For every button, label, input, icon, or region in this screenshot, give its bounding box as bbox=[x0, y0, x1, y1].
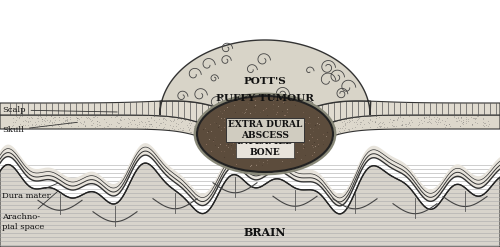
Text: POTT'S: POTT'S bbox=[244, 77, 286, 86]
Text: Scalp: Scalp bbox=[2, 106, 117, 114]
Polygon shape bbox=[0, 101, 500, 147]
Text: BRAIN: BRAIN bbox=[244, 226, 286, 238]
Text: Dura mater: Dura mater bbox=[2, 183, 58, 200]
Text: PUFFY TUMOUR: PUFFY TUMOUR bbox=[216, 94, 314, 103]
Polygon shape bbox=[160, 40, 370, 120]
Text: EXTRA DURAL
ABSCESS: EXTRA DURAL ABSCESS bbox=[228, 120, 302, 140]
Polygon shape bbox=[196, 121, 336, 147]
Polygon shape bbox=[0, 163, 500, 247]
Text: Skull: Skull bbox=[2, 122, 77, 134]
Ellipse shape bbox=[197, 96, 333, 172]
Text: INFLAMED
BONE: INFLAMED BONE bbox=[236, 137, 294, 157]
Polygon shape bbox=[0, 143, 500, 206]
Polygon shape bbox=[0, 115, 500, 161]
Text: Arachno-
pial space: Arachno- pial space bbox=[2, 191, 58, 230]
